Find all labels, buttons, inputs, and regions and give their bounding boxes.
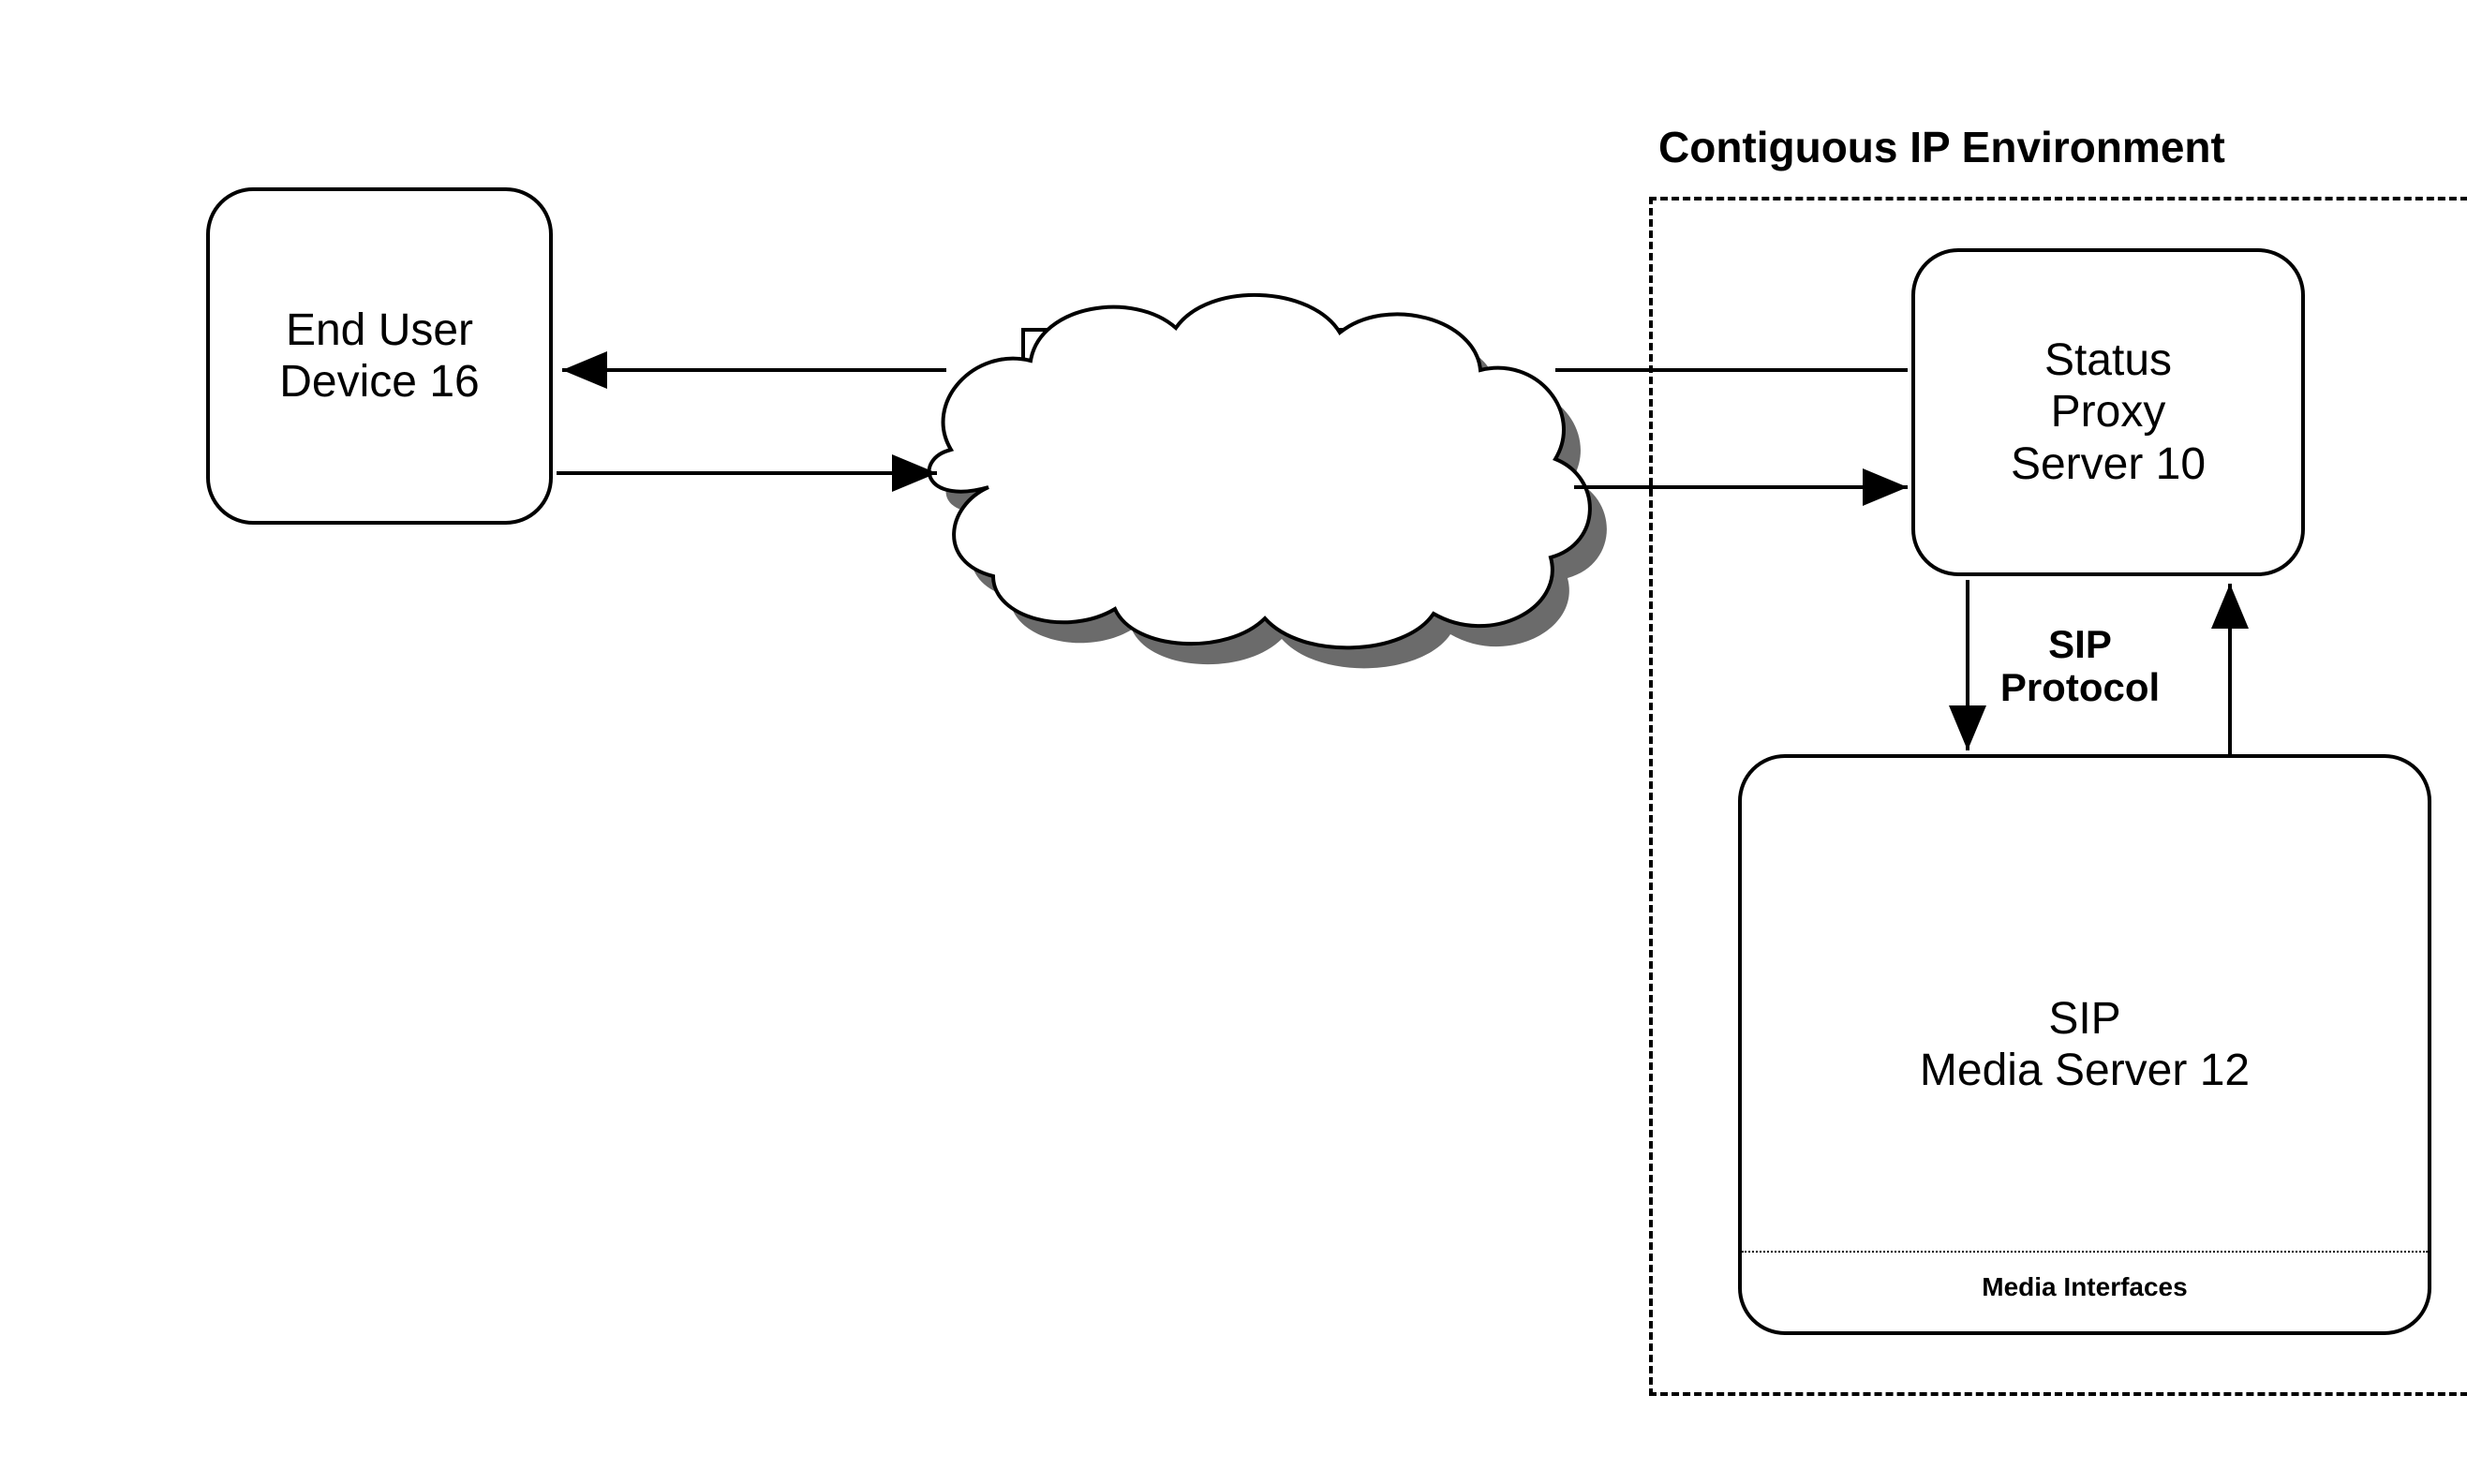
contiguous-env-title: Contiguous IP Environment [1658,122,2225,172]
wireless-network-label-2: Network 14 [1114,417,1342,468]
media-interfaces-divider [1742,1251,2428,1253]
sip-media-server-label-1: SIP [2048,993,2120,1045]
status-proxy-label-3: Server 10 [2011,438,2206,490]
wireless-network-label-1: Wireless [1141,365,1314,417]
sip-protocol-label-1: SIP [1958,623,2202,666]
status-proxy-label-1: Status [2044,334,2172,386]
end-user-device-label-1: End User [286,304,473,356]
sip-media-server-label-2: Media Server 12 [1920,1045,2250,1096]
sip-protocol-label-2: Protocol [1958,666,2202,709]
wireless-network-label-box: Wireless Network 14 [1021,328,1434,506]
status-proxy-label-2: Proxy [2051,386,2166,438]
sip-media-server-node: SIP Media Server 12 [1738,754,2431,1335]
end-user-device-node: End User Device 16 [206,187,553,525]
status-proxy-server-node: Status Proxy Server 10 [1911,248,2305,576]
diagram-canvas: Contiguous IP Environment End User Devic… [0,0,2467,1484]
sip-protocol-label: SIP Protocol [1958,623,2202,709]
media-interfaces-label: Media Interfaces [1738,1272,2431,1302]
end-user-device-label-2: Device 16 [279,356,479,408]
